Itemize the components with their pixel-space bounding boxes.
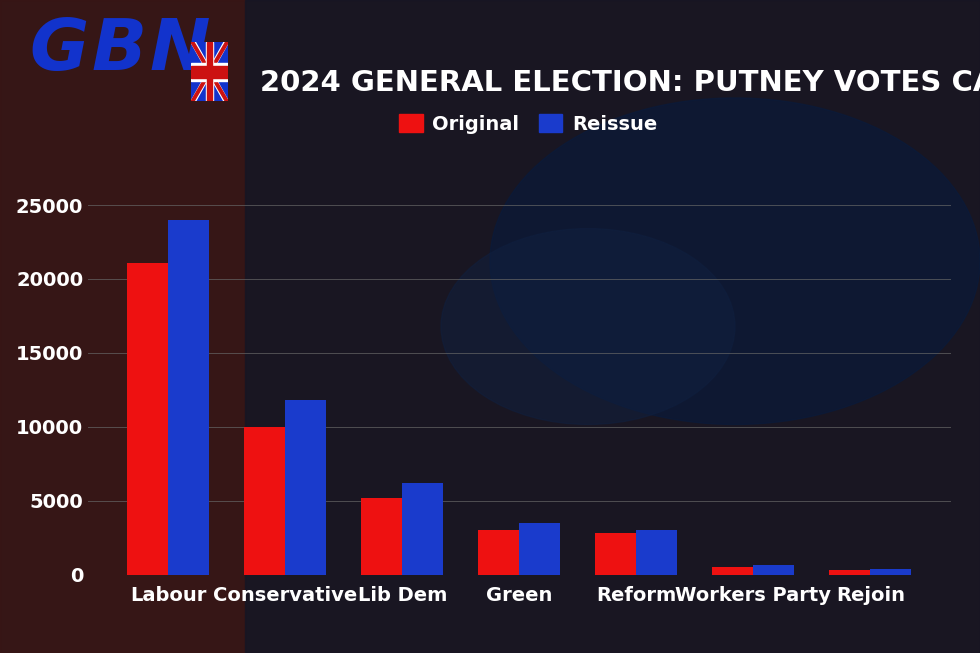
Polygon shape: [191, 42, 228, 101]
Polygon shape: [191, 63, 228, 81]
Bar: [127, 263, 169, 575]
Bar: [870, 569, 911, 575]
Bar: [829, 570, 870, 575]
Bar: [403, 483, 443, 575]
Bar: [362, 498, 403, 575]
Polygon shape: [206, 42, 214, 101]
Polygon shape: [191, 42, 228, 101]
Polygon shape: [207, 42, 213, 101]
Text: N: N: [150, 16, 211, 86]
Legend: Original, Reissue: Original, Reissue: [392, 106, 664, 141]
Bar: [519, 523, 561, 575]
Bar: [712, 567, 754, 575]
Ellipse shape: [490, 98, 980, 424]
Ellipse shape: [441, 229, 735, 424]
Polygon shape: [191, 42, 228, 101]
Polygon shape: [245, 0, 980, 653]
Bar: [169, 220, 210, 575]
Bar: [754, 565, 795, 575]
Polygon shape: [191, 42, 228, 101]
Bar: [636, 530, 677, 575]
Polygon shape: [191, 66, 228, 78]
Text: 2024 GENERAL ELECTION: PUTNEY VOTES CAST: 2024 GENERAL ELECTION: PUTNEY VOTES CAST: [260, 69, 980, 97]
Bar: [478, 530, 519, 575]
Polygon shape: [0, 0, 245, 653]
Bar: [285, 400, 326, 575]
Bar: [596, 534, 636, 575]
Text: G: G: [29, 16, 88, 86]
Bar: [244, 427, 285, 575]
Text: B: B: [91, 16, 146, 86]
